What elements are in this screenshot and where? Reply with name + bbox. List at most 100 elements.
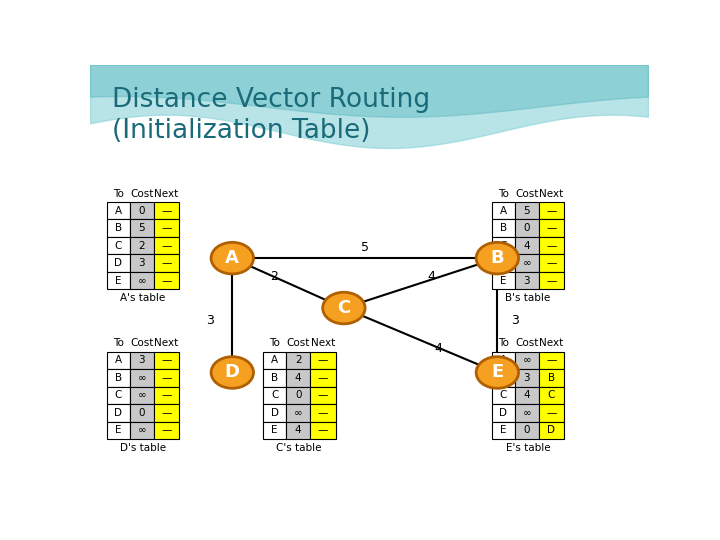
Circle shape (476, 357, 518, 388)
Bar (287, 369, 310, 387)
Text: To: To (113, 339, 124, 348)
Text: A: A (225, 249, 239, 267)
Text: 2: 2 (138, 241, 145, 251)
Text: C: C (500, 390, 507, 400)
Text: Next: Next (154, 339, 179, 348)
Text: E: E (271, 426, 278, 435)
Text: B's table: B's table (505, 294, 551, 303)
Text: ∞: ∞ (138, 390, 146, 400)
Bar (516, 422, 539, 439)
Bar (310, 387, 336, 404)
Bar (153, 202, 179, 219)
Bar (516, 404, 539, 422)
Text: 4: 4 (294, 426, 302, 435)
Text: Cost: Cost (130, 188, 153, 199)
Bar (492, 422, 516, 439)
Bar (153, 219, 179, 237)
Text: 5: 5 (138, 223, 145, 233)
Bar (130, 404, 153, 422)
Bar (153, 369, 179, 387)
Circle shape (211, 242, 253, 274)
Text: E: E (500, 426, 507, 435)
Text: —: — (161, 258, 171, 268)
Bar (516, 237, 539, 254)
Bar (539, 422, 564, 439)
Text: Next: Next (310, 339, 335, 348)
Bar (492, 404, 516, 422)
Text: E: E (115, 275, 122, 286)
Text: (Initialization Table): (Initialization Table) (112, 118, 371, 144)
Bar (263, 404, 287, 422)
Bar (516, 254, 539, 272)
Bar (492, 254, 516, 272)
Bar (263, 422, 287, 439)
Bar (107, 422, 130, 439)
Circle shape (476, 242, 518, 274)
Bar (130, 237, 153, 254)
Text: —: — (546, 408, 557, 418)
Bar (310, 352, 336, 369)
Text: —: — (161, 408, 171, 418)
Text: 0: 0 (523, 426, 530, 435)
Bar (539, 237, 564, 254)
Bar (153, 352, 179, 369)
Text: Cost: Cost (516, 188, 539, 199)
Bar (539, 219, 564, 237)
Bar (107, 352, 130, 369)
Text: C's table: C's table (276, 443, 322, 453)
Bar (492, 387, 516, 404)
Bar (153, 272, 179, 289)
Bar (153, 422, 179, 439)
Bar (263, 387, 287, 404)
Text: A: A (115, 206, 122, 216)
Text: B: B (115, 373, 122, 383)
Text: E: E (491, 363, 503, 381)
Text: A: A (500, 206, 507, 216)
Text: To: To (498, 188, 509, 199)
Bar (107, 202, 130, 219)
Text: —: — (318, 390, 328, 400)
Text: 0: 0 (139, 408, 145, 418)
Text: —: — (546, 241, 557, 251)
Text: Cost: Cost (516, 339, 539, 348)
Bar (130, 254, 153, 272)
Bar (287, 387, 310, 404)
Text: B: B (548, 373, 555, 383)
Bar (516, 272, 539, 289)
Text: 3: 3 (523, 275, 530, 286)
Text: ∞: ∞ (138, 275, 146, 286)
Bar (153, 237, 179, 254)
Text: To: To (498, 339, 509, 348)
Bar (130, 352, 153, 369)
Text: 2: 2 (270, 269, 278, 282)
Text: A: A (271, 355, 278, 366)
Bar (516, 202, 539, 219)
Bar (107, 404, 130, 422)
Bar (263, 369, 287, 387)
Bar (492, 352, 516, 369)
Text: —: — (546, 258, 557, 268)
Text: Next: Next (154, 188, 179, 199)
Text: —: — (318, 408, 328, 418)
Text: E's table: E's table (505, 443, 550, 453)
Bar (153, 404, 179, 422)
Text: B: B (500, 223, 507, 233)
Text: 2: 2 (294, 355, 302, 366)
Text: —: — (161, 426, 171, 435)
Bar (107, 237, 130, 254)
Bar (130, 369, 153, 387)
Text: 0: 0 (139, 206, 145, 216)
Bar (107, 272, 130, 289)
Bar (310, 369, 336, 387)
Text: 3: 3 (138, 355, 145, 366)
Text: 3: 3 (138, 258, 145, 268)
Text: ∞: ∞ (294, 408, 302, 418)
Text: 4: 4 (523, 390, 530, 400)
Bar (107, 254, 130, 272)
Bar (130, 387, 153, 404)
Text: —: — (318, 373, 328, 383)
Bar (516, 387, 539, 404)
Text: —: — (161, 355, 171, 366)
Text: C: C (114, 241, 122, 251)
Text: C: C (548, 390, 555, 400)
